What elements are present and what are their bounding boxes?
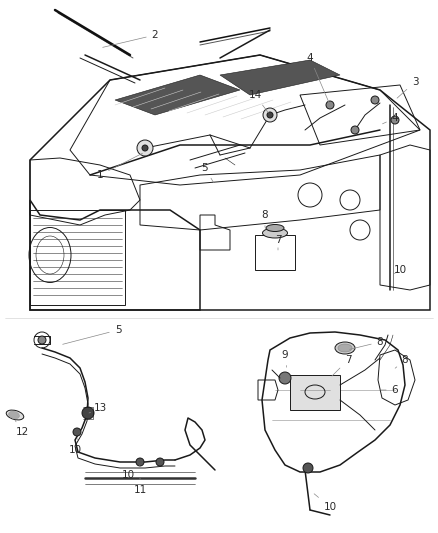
Circle shape bbox=[267, 112, 273, 118]
Polygon shape bbox=[115, 75, 240, 115]
Circle shape bbox=[263, 108, 277, 122]
Text: 4: 4 bbox=[307, 53, 329, 102]
Circle shape bbox=[136, 458, 144, 466]
Text: 14: 14 bbox=[248, 90, 268, 113]
Text: 11: 11 bbox=[134, 478, 147, 495]
Polygon shape bbox=[290, 375, 340, 410]
Circle shape bbox=[303, 463, 313, 473]
Circle shape bbox=[137, 140, 153, 156]
Text: 13: 13 bbox=[89, 403, 106, 413]
Circle shape bbox=[326, 101, 334, 109]
Circle shape bbox=[73, 428, 81, 436]
Text: 10: 10 bbox=[314, 494, 336, 512]
Polygon shape bbox=[220, 60, 340, 95]
Ellipse shape bbox=[335, 342, 355, 354]
Text: 8: 8 bbox=[261, 210, 268, 227]
Text: 1: 1 bbox=[97, 154, 142, 180]
Text: 5: 5 bbox=[201, 163, 214, 183]
Ellipse shape bbox=[338, 344, 352, 352]
Circle shape bbox=[279, 372, 291, 384]
Ellipse shape bbox=[9, 411, 19, 418]
Text: 10: 10 bbox=[68, 439, 81, 455]
Circle shape bbox=[391, 116, 399, 124]
Ellipse shape bbox=[6, 410, 24, 420]
Text: 6: 6 bbox=[381, 385, 398, 395]
Text: 8: 8 bbox=[350, 337, 383, 349]
Text: 8: 8 bbox=[395, 355, 408, 368]
Circle shape bbox=[351, 126, 359, 134]
Text: 7: 7 bbox=[332, 355, 351, 376]
Ellipse shape bbox=[262, 228, 287, 238]
Text: 5: 5 bbox=[63, 325, 121, 344]
Circle shape bbox=[82, 407, 94, 419]
Text: 2: 2 bbox=[102, 30, 158, 47]
Circle shape bbox=[371, 96, 379, 104]
Text: 12: 12 bbox=[15, 420, 28, 437]
Ellipse shape bbox=[266, 224, 284, 231]
Circle shape bbox=[156, 458, 164, 466]
Text: 10: 10 bbox=[393, 265, 406, 275]
Circle shape bbox=[38, 336, 46, 344]
Text: 4: 4 bbox=[382, 113, 398, 124]
Circle shape bbox=[142, 145, 148, 151]
Text: 9: 9 bbox=[282, 350, 288, 367]
Text: 10: 10 bbox=[121, 466, 140, 480]
Text: 7: 7 bbox=[275, 235, 281, 250]
Text: 3: 3 bbox=[397, 77, 418, 98]
